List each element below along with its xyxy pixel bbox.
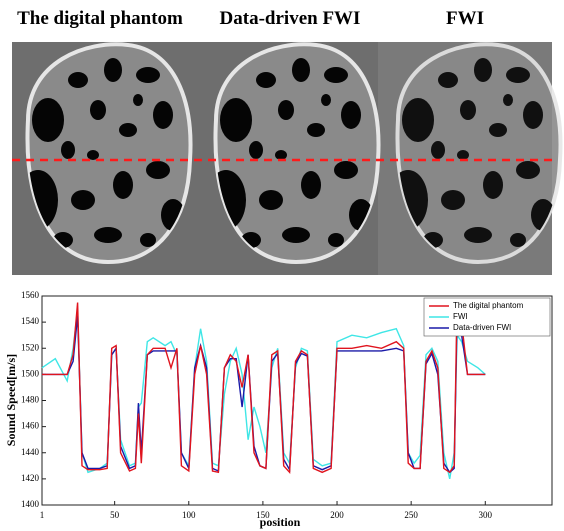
legend-label: FWI bbox=[453, 312, 468, 321]
y-tick-label: 1520 bbox=[21, 342, 40, 352]
x-tick-label: 250 bbox=[404, 510, 418, 520]
x-tick-label: 100 bbox=[182, 510, 196, 520]
x-tick-label: 300 bbox=[479, 510, 493, 520]
y-tick-label: 1480 bbox=[21, 395, 40, 405]
y-tick-label: 1560 bbox=[21, 290, 40, 300]
x-tick-label: 50 bbox=[110, 510, 120, 520]
y-tick-label: 1440 bbox=[21, 447, 40, 457]
panel-title: FWI bbox=[446, 8, 484, 29]
x-tick-label: 200 bbox=[330, 510, 344, 520]
figure: The digital phantom Data-driven FWI FWI … bbox=[0, 0, 564, 531]
page: The digital phantom Data-driven FWI FWI … bbox=[0, 0, 564, 531]
y-tick-label: 1420 bbox=[21, 473, 40, 483]
y-tick-label: 1400 bbox=[21, 499, 40, 509]
image-panels: The digital phantom Data-driven FWI FWI bbox=[12, 8, 560, 275]
legend-label: Data-driven FWI bbox=[453, 323, 511, 332]
panel-title: Data-driven FWI bbox=[220, 8, 361, 29]
y-tick-label: 1540 bbox=[21, 316, 40, 326]
y-tick-label: 1500 bbox=[21, 368, 40, 378]
y-tick-label: 1460 bbox=[21, 421, 40, 431]
legend: The digital phantom FWI Data-driven FWI bbox=[424, 298, 550, 336]
x-tick-label: 1 bbox=[40, 510, 45, 520]
legend-label: The digital phantom bbox=[453, 301, 524, 310]
panel-title: The digital phantom bbox=[17, 8, 183, 29]
x-tick-label: 150 bbox=[256, 510, 270, 520]
y-axis-label: Sound Speed[m/s] bbox=[4, 354, 18, 446]
